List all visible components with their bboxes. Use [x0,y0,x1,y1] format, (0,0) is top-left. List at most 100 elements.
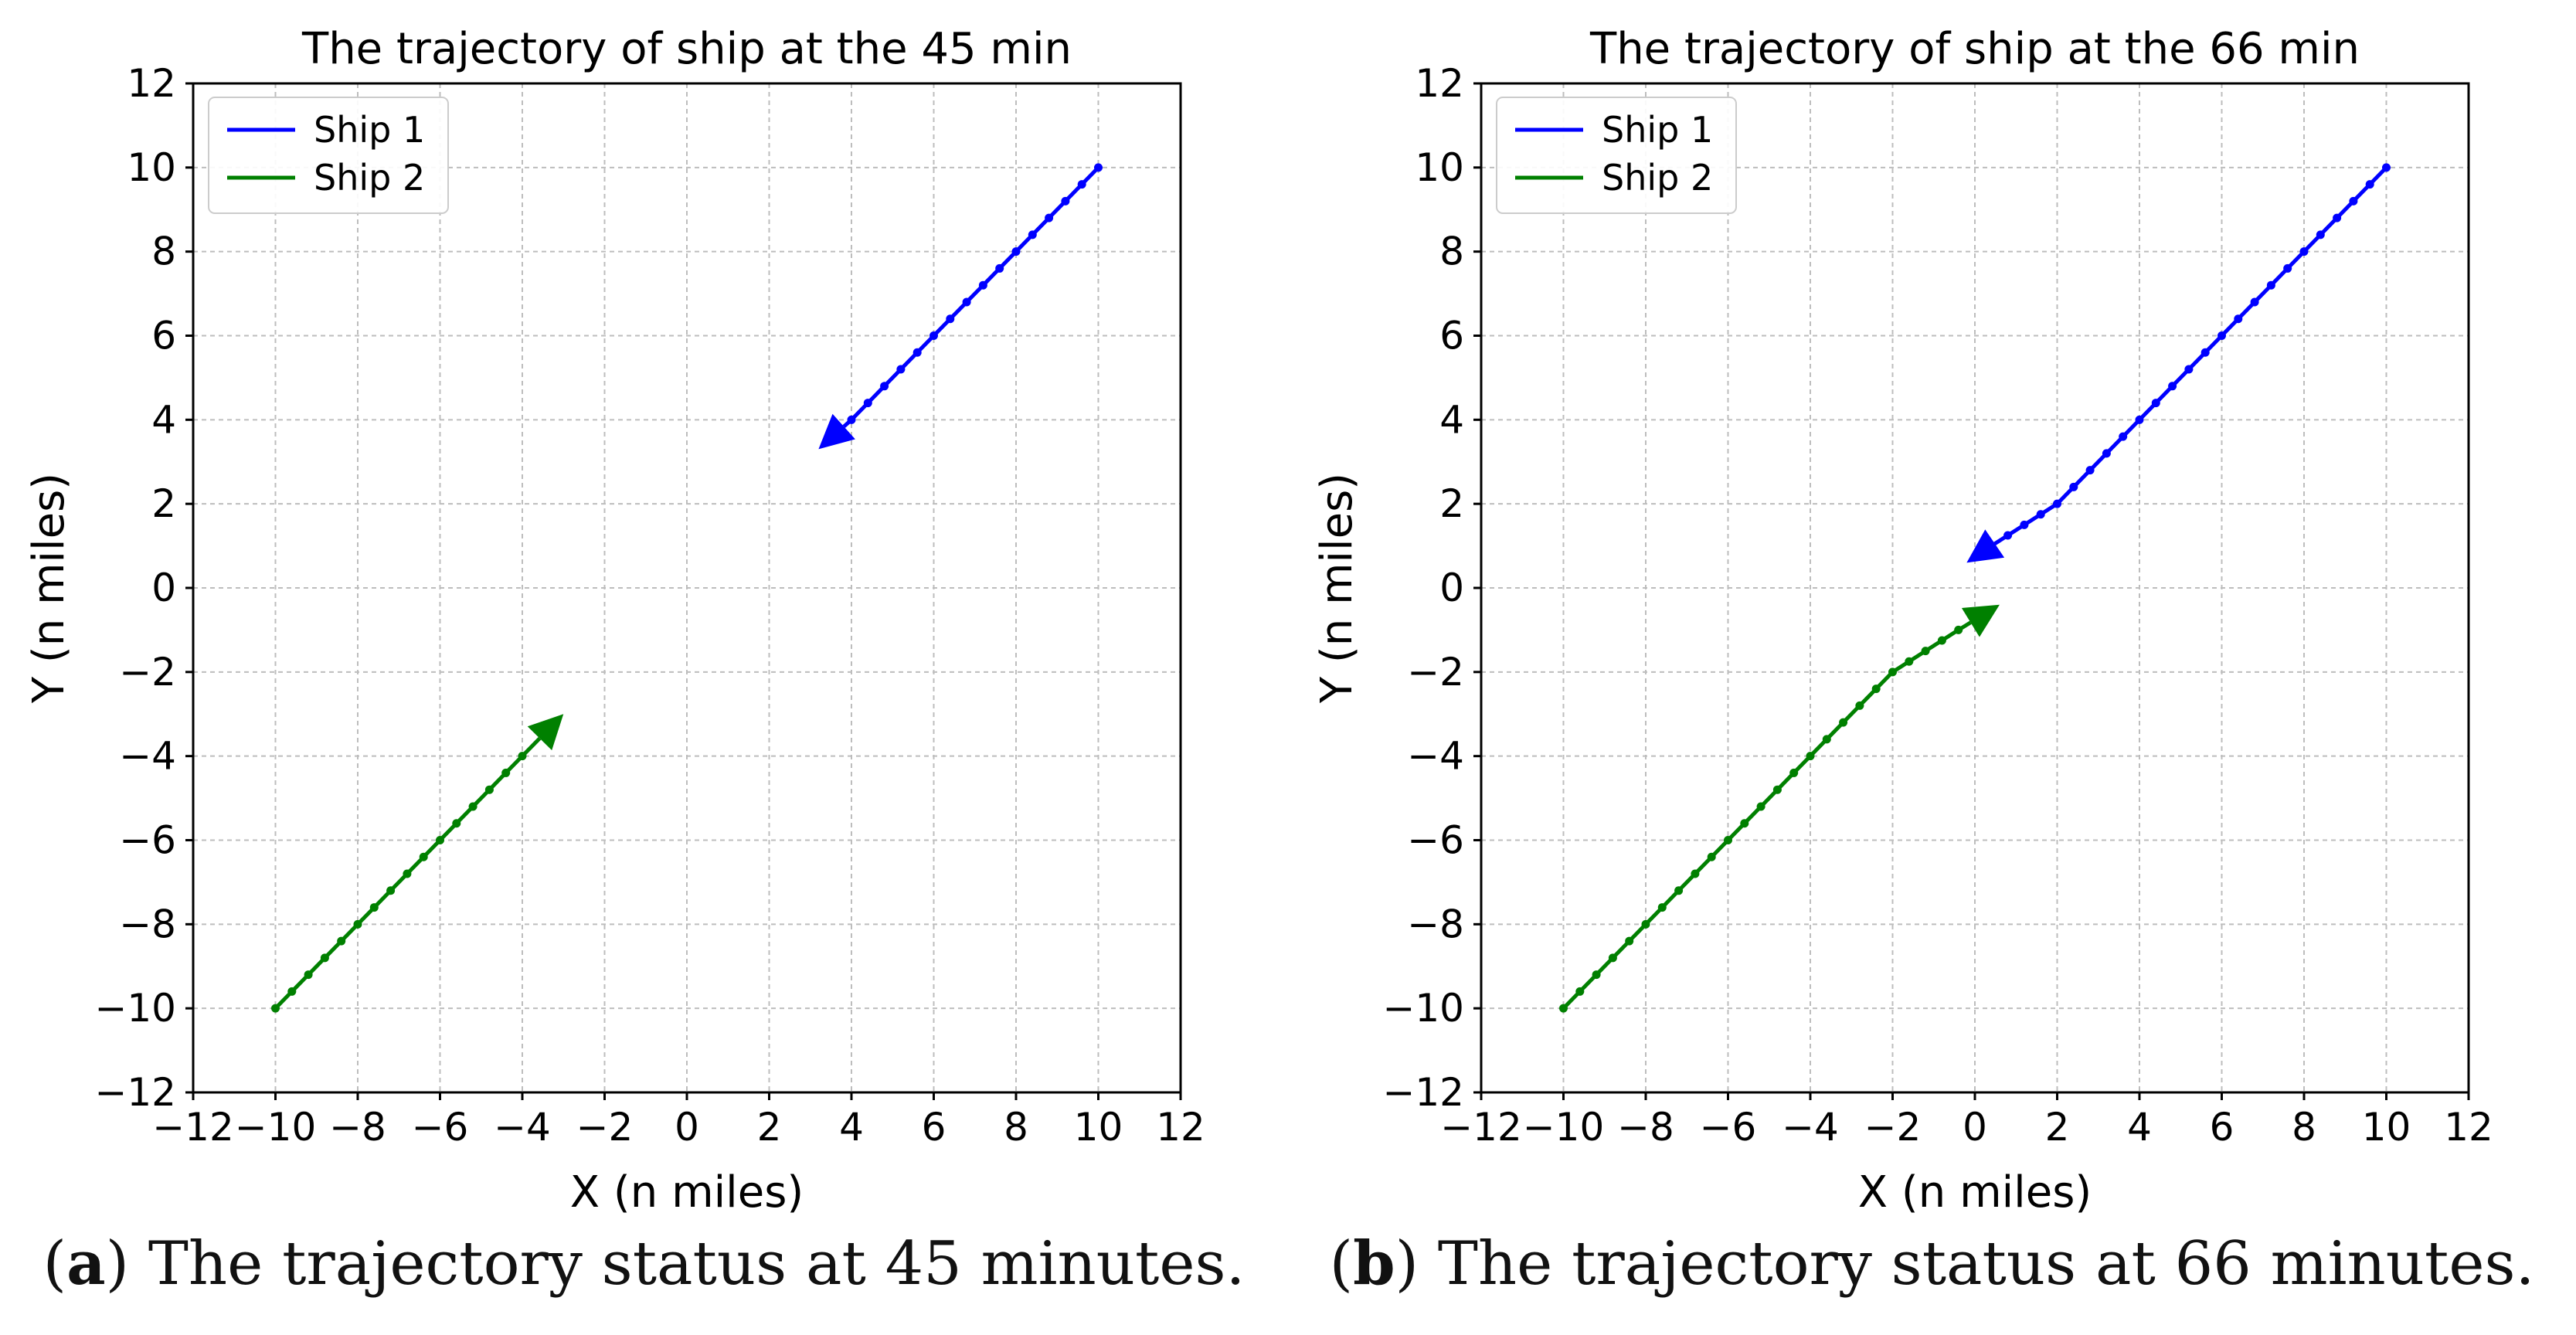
x-tick-label-12: 12 [2444,1105,2493,1150]
y-tick-label-7: 2 [151,481,176,526]
y-tick-label-5: −2 [119,650,176,695]
series-2-point-0 [271,1004,280,1013]
series-1-point-11 [912,348,922,357]
series-2-point-6 [369,903,379,912]
x-axis-label: X (n miles) [1858,1167,2092,1218]
series-1-point-0 [2382,163,2391,172]
legend: Ship 1 Ship 2 [208,97,449,214]
y-tick-label-9: 6 [1439,314,1464,358]
series-1-point-7 [2266,280,2275,290]
chart-title: The trajectory of ship at the 45 min [301,24,1072,74]
series-2-point-18 [1855,701,1864,710]
x-tick-label-0: −12 [1440,1105,1522,1150]
caption-b-text: The trajectory status at 66 minutes. [1419,1229,2535,1299]
y-tick-label-3: −6 [119,818,176,863]
series-2-point-3 [320,953,329,963]
series-1-point-8 [2250,297,2259,307]
series-2 [1559,604,2000,1013]
y-tick-label-10: 8 [151,229,176,274]
series-1-point-9 [2234,314,2243,324]
series-1-point-10 [929,331,938,340]
series-2-point-6 [1657,903,1667,912]
x-tick-label-12: 12 [1156,1105,1205,1150]
series-1-point-20 [2053,499,2061,508]
series-2-point-9 [1707,852,1716,861]
series-1-point-14 [2151,399,2160,408]
x-tick-label-11: 10 [2362,1105,2411,1150]
series-1-point-13 [880,382,889,391]
series-2-point-5 [1641,919,1650,929]
y-tick-label-8: 4 [151,397,176,442]
y-tick-label-4: −4 [119,734,176,779]
y-tick-label-1: −10 [94,986,176,1031]
y-tick-label-8: 4 [1439,397,1464,442]
y-axis-label: Y (n miles) [24,473,74,704]
caption-a-text: The trajectory status at 45 minutes. [129,1229,1246,1299]
series-1-point-3 [1045,213,1054,222]
series-1-point-1 [2365,180,2374,189]
series-1-point-4 [1028,230,1037,239]
series-1-point-11 [2200,348,2210,357]
series-2-point-13 [484,785,494,794]
caption-a: (a) The trajectory status at 45 minutes. [42,1228,1246,1299]
x-tick-label-6: 0 [675,1105,699,1150]
x-axis-label: X (n miles) [570,1167,804,1218]
series-2-point-2 [304,970,313,980]
series-2-point-10 [1724,836,1732,844]
x-tick-label-7: 2 [2045,1105,2070,1150]
series-2-point-7 [1674,886,1684,895]
series-1 [818,163,1103,450]
caption-b: (b) The trajectory status at 66 minutes. [1329,1228,2535,1299]
series-1-point-18 [2085,466,2095,475]
y-tick-label-2: −8 [119,902,176,946]
series-2-point-10 [436,836,444,844]
y-tick-label-0: −12 [94,1070,176,1115]
x-tick-label-3: −6 [412,1105,469,1150]
x-tick-label-1: −10 [235,1105,317,1150]
x-tick-label-8: 4 [839,1105,864,1150]
series-2-arrow-head [527,714,564,751]
series-1-point-12 [896,365,906,374]
series-2-point-9 [419,852,428,861]
caption-a-letter: a [66,1228,106,1299]
series-1-point-14 [863,399,872,408]
x-tick-label-3: −6 [1700,1105,1757,1150]
series-1-line [1990,166,2388,548]
series-2-point-1 [1575,987,1585,996]
series-2-point-16 [1822,735,1831,744]
x-tick-label-7: 2 [757,1105,782,1150]
x-tick-label-4: −4 [494,1105,551,1150]
series-1-point-6 [995,263,1004,273]
series-1-point-8 [962,297,971,307]
series-2-point-8 [1691,869,1700,878]
series-1-point-9 [946,314,955,324]
y-tick-label-12: 12 [1415,61,1464,106]
x-tick-label-2: −8 [1617,1105,1674,1150]
series-2-point-2 [1592,970,1601,980]
series-1-point-10 [2217,331,2226,340]
legend-box [208,97,449,214]
legend-label-2: Ship 2 [1602,157,1713,199]
x-tick-label-6: 0 [1963,1105,1987,1150]
series-2-point-20 [1888,668,1897,677]
series-1-point-23 [2003,531,2013,540]
series-2-point-15 [1806,752,1815,761]
series-2-point-12 [468,802,477,811]
series-2-point-22 [1921,647,1930,656]
legend-label-2: Ship 2 [314,157,425,199]
y-tick-label-6: 0 [151,566,176,610]
series-2-point-0 [1559,1004,1568,1013]
series-2-point-14 [1789,768,1799,777]
legend-box [1496,97,1737,214]
series-1-point-2 [2349,196,2358,206]
x-tick-label-10: 8 [2292,1105,2316,1150]
series-1-point-19 [2069,482,2078,491]
chart-a: −12 −10 −8 −6 −4 −2 0 2 4 6 8 10 12−12−10−8−6−4−2024… [24,24,1205,1218]
x-tick-label-1: −10 [1523,1105,1605,1150]
series-2-arrow-head [1961,604,2000,637]
y-tick-label-11: 10 [127,145,176,190]
chart-b: −12 −10 −8 −6 −4 −2 0 2 4 6 8 10 12−12−10−8−6−4−2024… [1312,24,2493,1218]
series-1-point-15 [2135,415,2144,424]
series-2-point-5 [353,919,362,929]
series-1 [1966,163,2391,563]
